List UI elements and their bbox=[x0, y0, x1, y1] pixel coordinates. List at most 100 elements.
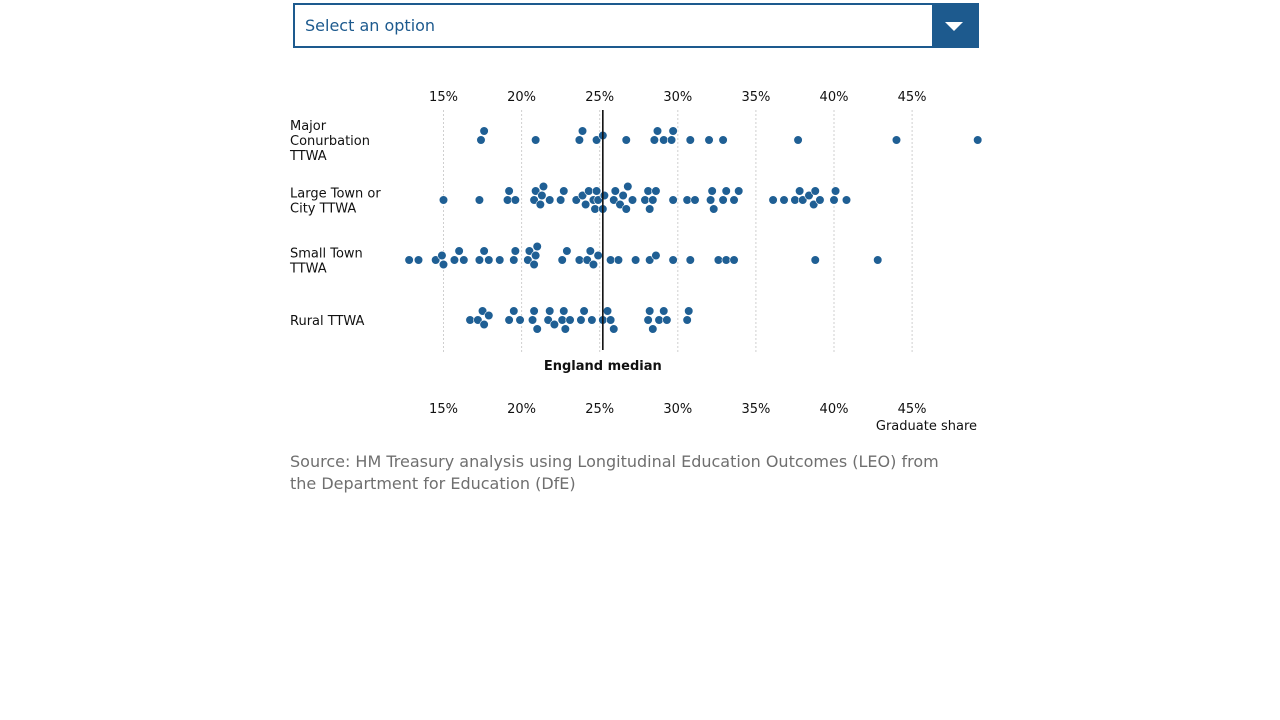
data-point bbox=[529, 195, 539, 205]
data-point bbox=[515, 315, 525, 325]
data-point bbox=[545, 195, 555, 205]
data-point bbox=[510, 246, 520, 256]
category-label: Major Conurbation TTWA bbox=[289, 119, 370, 164]
data-point bbox=[830, 186, 841, 196]
data-point bbox=[585, 246, 595, 256]
data-point bbox=[707, 186, 717, 196]
x-tick-label-top: 20% bbox=[507, 90, 536, 105]
x-tick-label-bottom: 35% bbox=[741, 402, 770, 417]
median-label: England median bbox=[544, 359, 662, 374]
x-tick-label-top: 35% bbox=[741, 90, 770, 105]
data-point bbox=[610, 186, 620, 196]
data-point bbox=[479, 126, 489, 136]
data-point bbox=[713, 255, 724, 265]
x-tick-label-top: 30% bbox=[663, 90, 692, 105]
x-tick-label-top: 45% bbox=[898, 90, 927, 105]
data-point bbox=[593, 250, 603, 261]
data-point bbox=[437, 250, 447, 261]
data-point bbox=[591, 186, 602, 196]
data-point bbox=[606, 255, 616, 265]
data-point bbox=[584, 186, 594, 196]
data-point bbox=[581, 199, 591, 210]
data-point bbox=[509, 255, 519, 265]
data-point bbox=[643, 315, 653, 325]
data-point bbox=[640, 195, 650, 205]
data-point bbox=[431, 255, 441, 265]
data-point bbox=[659, 135, 669, 145]
data-point bbox=[571, 195, 581, 205]
data-point bbox=[734, 186, 744, 196]
data-point bbox=[504, 315, 514, 325]
data-point bbox=[651, 186, 661, 196]
data-point bbox=[531, 135, 541, 145]
data-point bbox=[682, 315, 692, 325]
data-point bbox=[577, 126, 588, 136]
data-point bbox=[690, 195, 700, 205]
data-point bbox=[529, 259, 539, 270]
data-point bbox=[810, 186, 820, 196]
data-point bbox=[729, 255, 739, 265]
data-point bbox=[531, 250, 541, 261]
data-point bbox=[523, 255, 533, 265]
category-label: Small Town TTWA bbox=[289, 247, 363, 277]
data-point bbox=[685, 255, 695, 265]
data-point bbox=[495, 255, 505, 265]
select-toggle-button[interactable] bbox=[932, 5, 977, 46]
data-point bbox=[502, 195, 513, 205]
data-point bbox=[609, 195, 619, 205]
data-point bbox=[654, 315, 664, 325]
data-point bbox=[659, 306, 669, 316]
data-point bbox=[810, 255, 820, 265]
x-axis-label: Graduate share bbox=[876, 419, 977, 434]
data-point bbox=[648, 324, 658, 334]
data-point bbox=[779, 195, 789, 205]
data-point bbox=[474, 255, 485, 265]
data-point bbox=[668, 255, 678, 265]
data-point bbox=[648, 195, 658, 205]
data-point bbox=[718, 195, 728, 205]
data-point bbox=[602, 306, 613, 316]
data-point bbox=[841, 195, 852, 205]
data-point bbox=[438, 195, 449, 205]
data-point bbox=[559, 306, 569, 316]
x-tick-label-bottom: 45% bbox=[898, 402, 927, 417]
x-tick-label-top: 25% bbox=[585, 90, 614, 105]
data-point bbox=[559, 186, 569, 196]
data-point bbox=[666, 135, 677, 145]
data-point bbox=[718, 135, 728, 145]
data-point bbox=[577, 190, 588, 201]
data-point bbox=[556, 195, 566, 205]
data-point bbox=[645, 255, 655, 265]
data-point bbox=[621, 135, 631, 145]
data-point bbox=[576, 315, 586, 325]
data-point bbox=[649, 135, 659, 145]
data-point bbox=[473, 315, 483, 325]
x-tick-label-bottom: 20% bbox=[507, 402, 536, 417]
data-point bbox=[438, 259, 449, 270]
chevron-down-icon bbox=[945, 22, 963, 31]
data-point bbox=[560, 324, 570, 334]
data-point bbox=[474, 195, 485, 205]
data-point bbox=[549, 319, 560, 330]
x-tick-label-top: 40% bbox=[820, 90, 849, 105]
option-select[interactable]: Select an option bbox=[293, 3, 979, 48]
data-point bbox=[459, 255, 469, 265]
data-point bbox=[562, 246, 572, 256]
data-point bbox=[574, 255, 584, 265]
data-point bbox=[721, 186, 731, 196]
x-tick-label-bottom: 30% bbox=[663, 402, 692, 417]
data-point bbox=[579, 306, 589, 316]
data-point bbox=[557, 255, 567, 265]
data-point bbox=[623, 181, 633, 192]
data-point bbox=[529, 306, 539, 316]
data-point bbox=[609, 324, 619, 334]
data-point bbox=[545, 306, 555, 316]
data-point bbox=[591, 135, 602, 145]
data-point bbox=[477, 306, 488, 316]
data-point bbox=[651, 250, 661, 261]
data-point bbox=[793, 135, 803, 145]
data-point bbox=[798, 195, 808, 205]
data-point bbox=[484, 255, 494, 265]
data-point bbox=[709, 204, 719, 214]
data-point bbox=[768, 195, 778, 205]
